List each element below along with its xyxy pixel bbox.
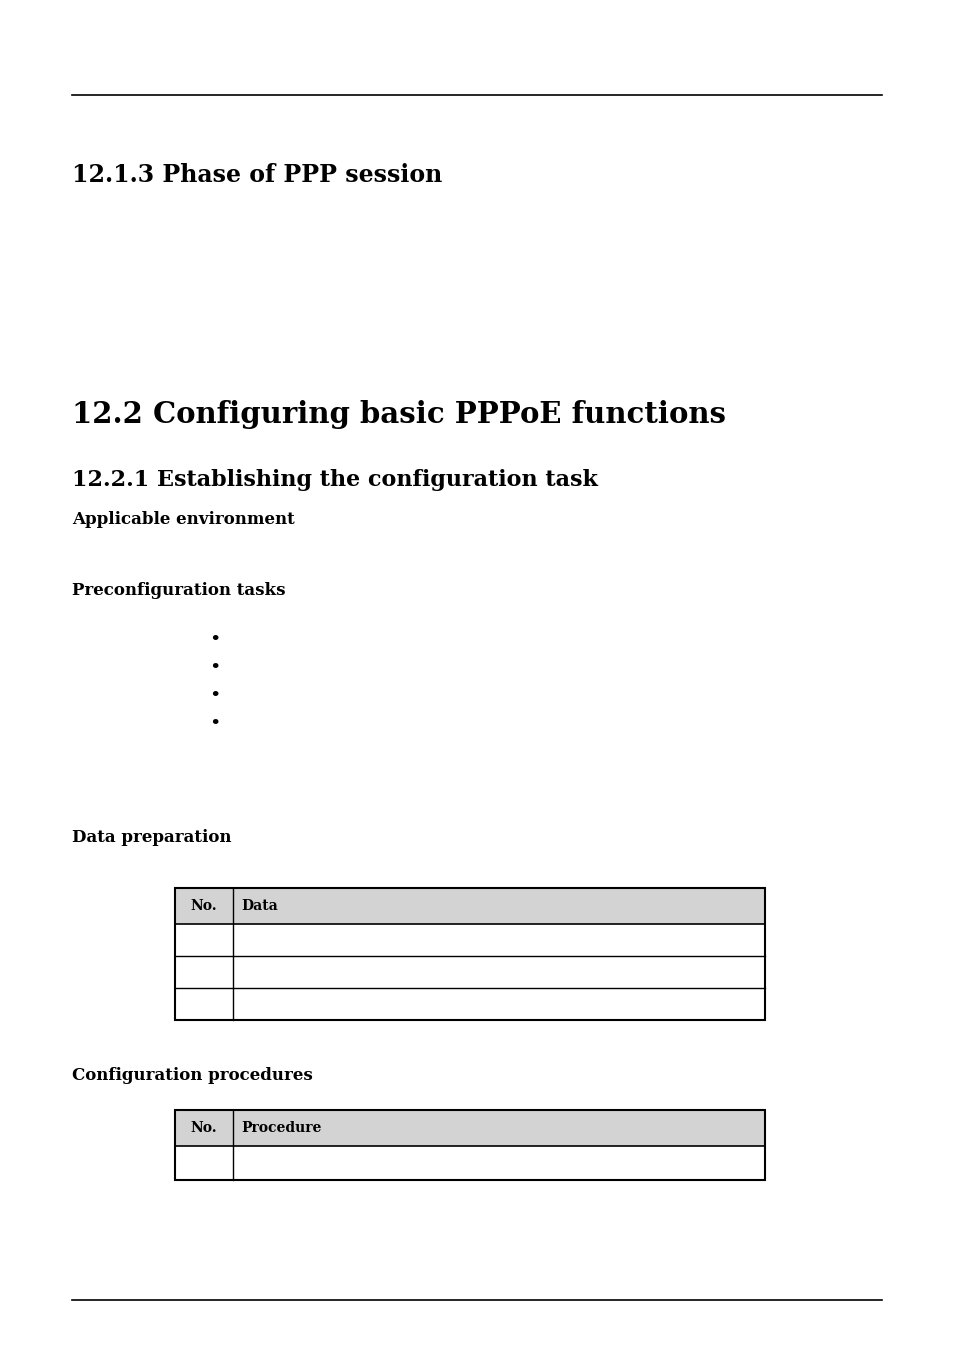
Text: Applicable environment: Applicable environment — [71, 512, 294, 528]
Bar — [174, 888, 764, 923]
Text: •: • — [209, 630, 220, 649]
Text: Data: Data — [241, 899, 277, 913]
Bar — [174, 1110, 764, 1146]
Bar — [174, 888, 764, 1021]
Text: No.: No. — [191, 899, 217, 913]
Text: •: • — [209, 716, 220, 733]
Text: Procedure: Procedure — [241, 1120, 321, 1135]
Text: 12.2.1 Establishing the configuration task: 12.2.1 Establishing the configuration ta… — [71, 468, 598, 491]
Text: 12.2 Configuring basic PPPoE functions: 12.2 Configuring basic PPPoE functions — [71, 401, 725, 429]
Text: Preconfiguration tasks: Preconfiguration tasks — [71, 582, 285, 598]
Text: 12.1.3 Phase of PPP session: 12.1.3 Phase of PPP session — [71, 163, 442, 188]
Bar — [174, 1110, 764, 1180]
Text: Data preparation: Data preparation — [71, 829, 232, 846]
Text: No.: No. — [191, 1120, 217, 1135]
Text: Configuration procedures: Configuration procedures — [71, 1066, 313, 1084]
Text: •: • — [209, 659, 220, 676]
Text: •: • — [209, 687, 220, 705]
